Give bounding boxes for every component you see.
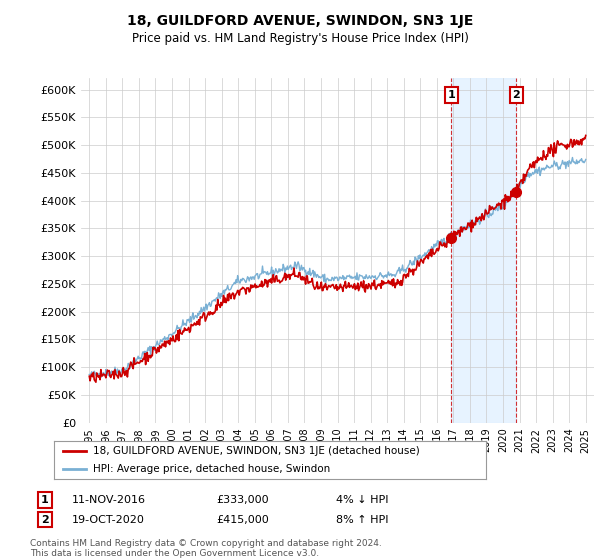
Text: Price paid vs. HM Land Registry's House Price Index (HPI): Price paid vs. HM Land Registry's House … — [131, 32, 469, 45]
Bar — [451, 78, 516, 423]
Text: 4% ↓ HPI: 4% ↓ HPI — [336, 495, 389, 505]
Text: £333,000: £333,000 — [216, 495, 269, 505]
Text: 19-OCT-2020: 19-OCT-2020 — [72, 515, 145, 525]
Text: 18, GUILDFORD AVENUE, SWINDON, SN3 1JE (detached house): 18, GUILDFORD AVENUE, SWINDON, SN3 1JE (… — [93, 446, 419, 456]
Text: 1: 1 — [41, 495, 49, 505]
Text: HPI: Average price, detached house, Swindon: HPI: Average price, detached house, Swin… — [93, 464, 330, 474]
Text: Contains HM Land Registry data © Crown copyright and database right 2024.: Contains HM Land Registry data © Crown c… — [30, 539, 382, 548]
Text: 18, GUILDFORD AVENUE, SWINDON, SN3 1JE: 18, GUILDFORD AVENUE, SWINDON, SN3 1JE — [127, 14, 473, 28]
Text: 8% ↑ HPI: 8% ↑ HPI — [336, 515, 389, 525]
Text: 1: 1 — [448, 90, 455, 100]
Text: 2: 2 — [512, 90, 520, 100]
Text: 11-NOV-2016: 11-NOV-2016 — [72, 495, 146, 505]
Text: 2: 2 — [41, 515, 49, 525]
Text: This data is licensed under the Open Government Licence v3.0.: This data is licensed under the Open Gov… — [30, 549, 319, 558]
Text: £415,000: £415,000 — [216, 515, 269, 525]
